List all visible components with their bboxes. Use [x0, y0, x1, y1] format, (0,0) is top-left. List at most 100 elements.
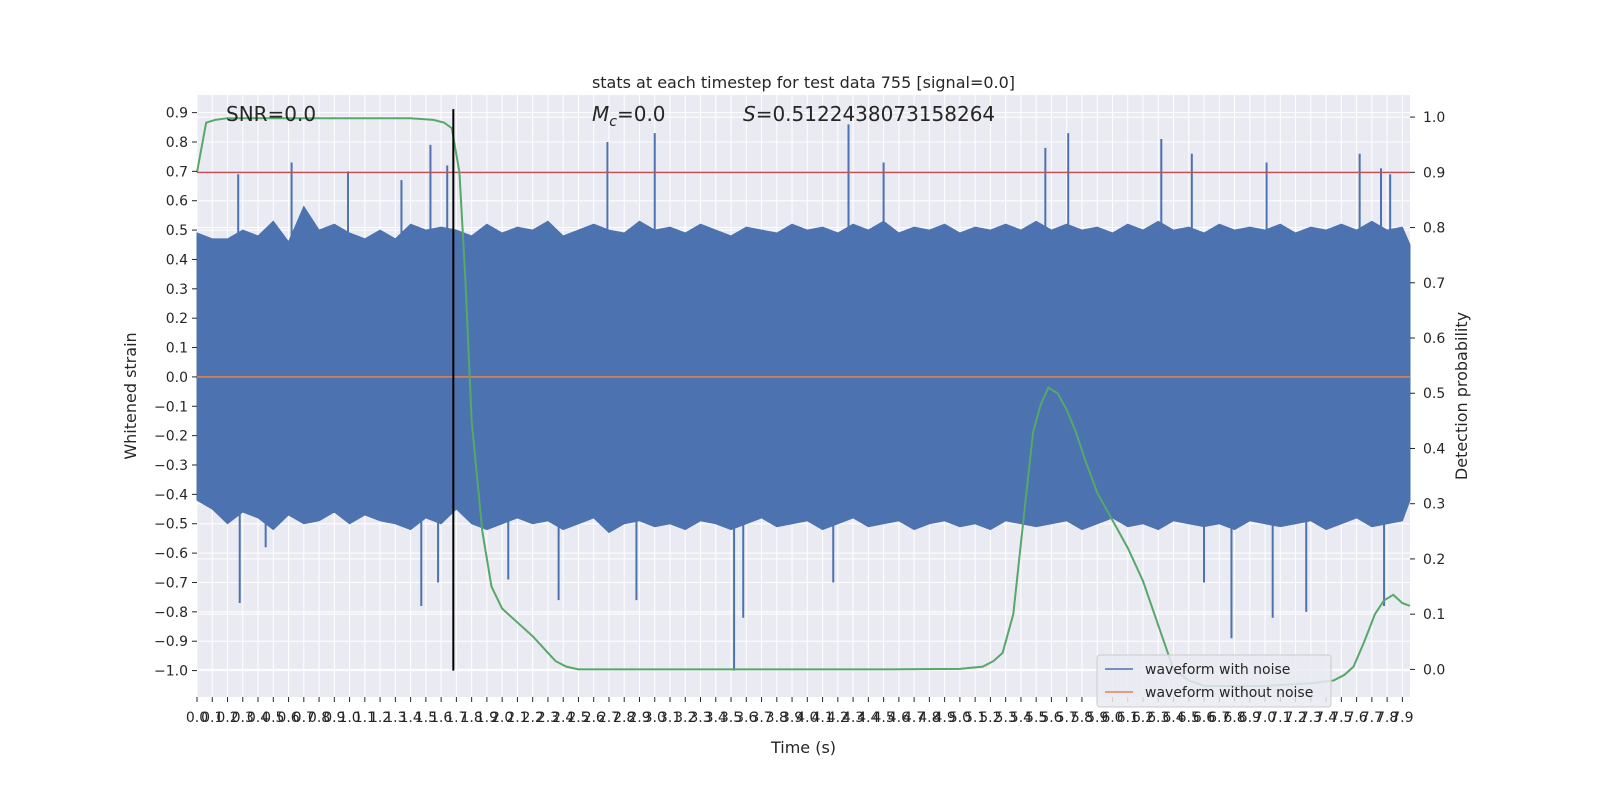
x-tick-label: 6.0 — [1101, 710, 1123, 726]
x-tick-label: 4.1 — [811, 710, 833, 726]
x-tick-label: 3.2 — [674, 710, 696, 726]
y-tick-label: 0.2 — [166, 311, 188, 327]
y2-tick-label: 0.2 — [1423, 552, 1445, 568]
x-tick-label: 3.1 — [659, 710, 681, 726]
y2-tick-label: 0.6 — [1423, 331, 1445, 347]
chirp-mass-annotation: Mc=0.0 — [592, 102, 666, 130]
x-tick-label: 6.5 — [1178, 710, 1200, 726]
y-tick-label: −0.8 — [154, 605, 188, 621]
x-tick-label: 1.8 — [461, 710, 483, 726]
x-tick-label: 0.6 — [277, 710, 299, 726]
chart-title: stats at each timestep for test data 755… — [592, 73, 1015, 92]
x-tick-label: 4.8 — [918, 710, 940, 726]
legend-box — [1096, 654, 1332, 708]
x-tick-label: 2.2 — [522, 710, 544, 726]
x-tick-label: 5.8 — [1071, 710, 1093, 726]
x-tick-label: 3.9 — [781, 710, 803, 726]
x-tick-label: 7.9 — [1391, 710, 1413, 726]
mc-subscript: c — [609, 114, 617, 130]
x-tick-label: 5.4 — [1010, 710, 1032, 726]
x-tick-label: 5.7 — [1056, 710, 1078, 726]
axes: 0.00.10.20.30.40.50.60.70.80.91.01.11.21… — [154, 106, 1445, 726]
y-tick-label: −0.7 — [154, 575, 188, 591]
x-tick-label: 6.4 — [1162, 710, 1184, 726]
x-tick-label: 0.4 — [247, 710, 269, 726]
x-tick-label: 4.3 — [842, 710, 864, 726]
y2-tick-label: 0.7 — [1423, 276, 1445, 292]
x-tick-label: 0.3 — [232, 710, 254, 726]
x-tick-label: 7.6 — [1345, 710, 1367, 726]
y-tick-label: −0.3 — [154, 458, 188, 474]
x-tick-label: 0.7 — [293, 710, 315, 726]
y-tick-label: 0.9 — [166, 106, 188, 122]
score-annotation: S=0.5122438073158264 — [743, 102, 995, 126]
y-tick-label: −0.6 — [154, 546, 188, 562]
x-tick-label: 6.7 — [1208, 710, 1230, 726]
x-tick-label: 1.5 — [415, 710, 437, 726]
x-tick-label: 0.0 — [186, 710, 208, 726]
y-tick-label: −1.0 — [154, 664, 188, 680]
x-tick-label: 1.4 — [399, 710, 421, 726]
snr-annotation: SNR=0.0 — [226, 102, 316, 126]
x-tick-label: 4.5 — [872, 710, 894, 726]
y-tick-label: −0.9 — [154, 634, 188, 650]
y-tick-label: 0.7 — [166, 164, 188, 180]
x-tick-label: 7.1 — [1269, 710, 1291, 726]
y2-tick-label: 0.0 — [1423, 662, 1445, 678]
y-tick-label: 0.0 — [166, 370, 188, 386]
y2-tick-label: 0.9 — [1423, 165, 1445, 181]
x-tick-label: 7.4 — [1315, 710, 1337, 726]
y-tick-label: 0.6 — [166, 194, 188, 210]
x-tick-label: 3.7 — [750, 710, 772, 726]
x-tick-label: 7.5 — [1330, 710, 1352, 726]
overlays — [196, 109, 1411, 687]
x-tick-label: 3.5 — [720, 710, 742, 726]
y-tick-label: 0.3 — [166, 282, 188, 298]
x-tick-label: 5.2 — [979, 710, 1001, 726]
x-tick-label: 5.3 — [995, 710, 1017, 726]
legend-label-clean: waveform without noise — [1145, 685, 1313, 701]
x-tick-label: 5.0 — [949, 710, 971, 726]
x-tick-label: 3.6 — [735, 710, 757, 726]
x-tick-label: 1.1 — [354, 710, 376, 726]
x-tick-label: 4.4 — [857, 710, 879, 726]
x-tick-label: 1.0 — [338, 710, 360, 726]
x-tick-label: 1.6 — [430, 710, 452, 726]
x-tick-label: 6.2 — [1132, 710, 1154, 726]
y-tick-label: −0.5 — [154, 517, 188, 533]
x-tick-label: 7.7 — [1361, 710, 1383, 726]
x-tick-label: 1.3 — [384, 710, 406, 726]
x-axis-label: Time (s) — [770, 738, 836, 757]
y-tick-label: 0.8 — [166, 135, 188, 151]
x-tick-label: 2.5 — [567, 710, 589, 726]
s-symbol: S — [743, 102, 756, 126]
x-tick-label: 3.3 — [689, 710, 711, 726]
noise-envelope — [196, 205, 1411, 534]
x-tick-label: 4.2 — [827, 710, 849, 726]
y2-tick-label: 0.1 — [1423, 607, 1445, 623]
x-tick-label: 2.8 — [613, 710, 635, 726]
x-tick-label: 6.1 — [1117, 710, 1139, 726]
x-tick-label: 2.0 — [491, 710, 513, 726]
x-tick-label: 4.0 — [796, 710, 818, 726]
mc-symbol: M — [592, 102, 609, 126]
x-tick-label: 0.9 — [323, 710, 345, 726]
y-tick-label: 0.1 — [166, 341, 188, 357]
x-tick-label: 4.7 — [903, 710, 925, 726]
x-tick-label: 1.2 — [369, 710, 391, 726]
legend: waveform with noise waveform without noi… — [1096, 654, 1332, 708]
x-tick-label: 0.2 — [216, 710, 238, 726]
x-tick-label: 7.0 — [1254, 710, 1276, 726]
y-tick-label: −0.4 — [154, 487, 188, 503]
x-tick-label: 2.9 — [628, 710, 650, 726]
y2-tick-label: 1.0 — [1423, 110, 1445, 126]
x-tick-label: 6.6 — [1193, 710, 1215, 726]
x-tick-label: 1.7 — [445, 710, 467, 726]
x-tick-label: 3.8 — [766, 710, 788, 726]
x-tick-label: 2.4 — [552, 710, 574, 726]
noise-series — [196, 124, 1411, 671]
y-axis-label: Whitened strain — [121, 332, 140, 459]
y-tick-label: 0.5 — [166, 223, 188, 239]
x-tick-label: 7.3 — [1300, 710, 1322, 726]
